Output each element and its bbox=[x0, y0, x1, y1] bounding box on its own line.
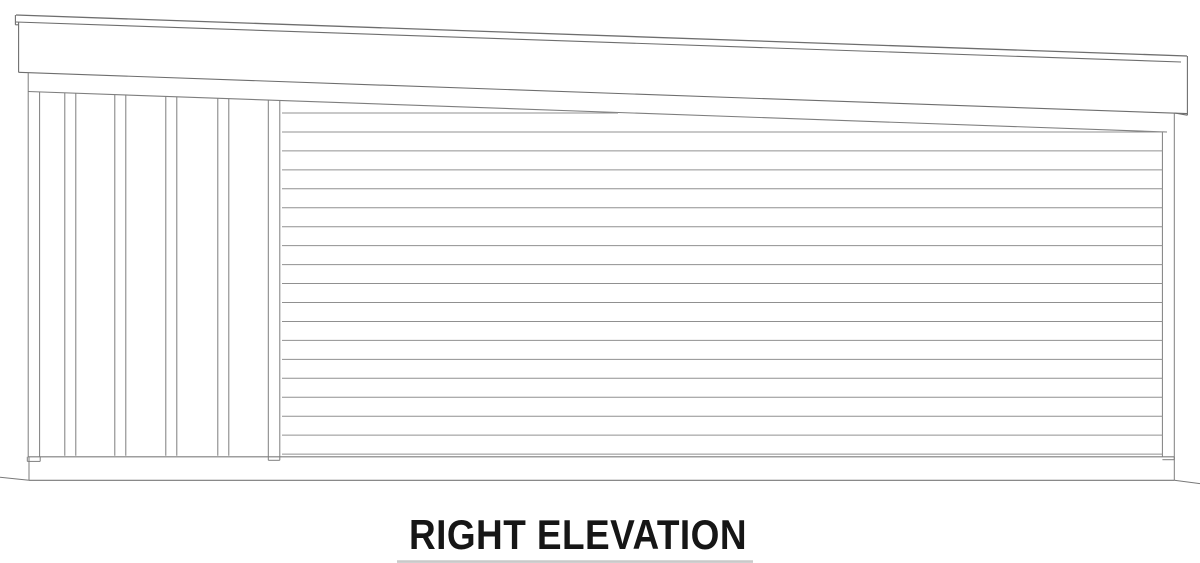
fascia-bottom-edge bbox=[18, 71, 1188, 115]
ground-line-right bbox=[1174, 479, 1200, 485]
wall-siding bbox=[26, 73, 1175, 462]
drawing-title-label: RIGHT ELEVATION bbox=[409, 511, 747, 558]
roof-sheathing-edge bbox=[15, 21, 1182, 63]
ground-line-left bbox=[0, 476, 30, 481]
roof-fascia bbox=[14, 14, 1188, 116]
fascia-right-cap-bottom bbox=[1174, 112, 1188, 116]
foundation-ground bbox=[0, 456, 1200, 563]
roof-top-edge bbox=[15, 14, 1188, 57]
eave-line bbox=[27, 90, 1168, 133]
